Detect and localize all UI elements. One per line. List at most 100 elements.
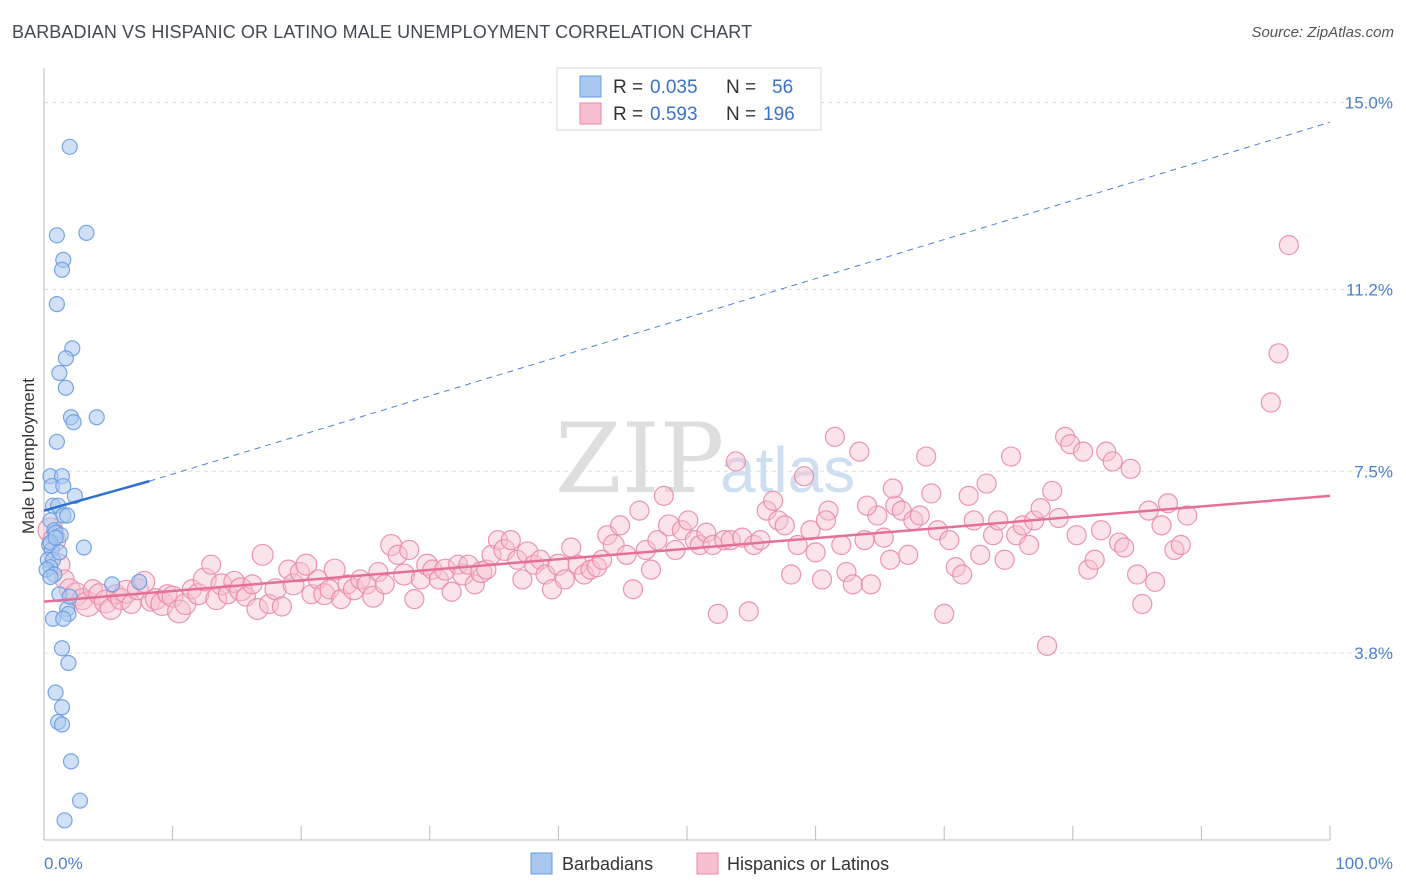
hispanics-point [934,603,955,624]
hispanics-point [1260,392,1281,413]
hispanics-point [500,530,521,551]
hispanics-point [1096,441,1117,462]
hispanics-point [629,500,650,521]
hispanics-point [994,549,1015,570]
barbadians-point [42,568,59,586]
gridlines [44,102,1392,654]
hispanics-point [696,522,717,543]
barbadians-point [55,610,72,627]
legend-n-label-2: N = [726,104,756,125]
barbadians-point [75,539,92,556]
hispanics-point [1030,498,1051,519]
barbadians-point [53,640,71,657]
hispanics-point [1114,537,1135,558]
hispanics-point [561,537,582,558]
barbadians-point [57,379,74,396]
hispanics-point [725,451,746,472]
barbadians-point [88,409,105,426]
hispanics-point [1170,534,1191,556]
hispanics-point [323,558,346,581]
hispanics-point [387,544,408,565]
x-tick-label-max: 100.0% [1335,854,1393,873]
bottom-legend-barbadians: Barbadians [562,854,653,874]
hispanics-point [1126,564,1148,585]
hispanics-point [1060,434,1081,455]
hispanics-point [939,530,960,551]
legend-swatch-hispanics [579,102,602,125]
hispanics-point [909,505,930,526]
hispanics-point [860,574,881,595]
hispanics-point [441,581,462,602]
hispanics-point [653,485,674,506]
hispanics-point [921,483,942,504]
barbadians-point [71,792,89,809]
hispanics-point [1036,635,1058,656]
hispanics-point [647,530,668,551]
hispanics-point [763,490,784,511]
hispanics-point [1120,458,1141,479]
barbadians-point [47,684,64,701]
hispanics-point [811,569,833,590]
y-tick-labels: 3.8% 7.5% 11.2% 15.0% [1345,94,1393,664]
barbadians-point [55,477,72,495]
hispanics-point [493,538,516,561]
hispanics-point [1145,571,1166,593]
hispanics-point [610,515,631,536]
hispanics-point [295,553,318,576]
y-tick-label: 15.0% [1345,94,1393,113]
chart-title: BARBADIAN VS HISPANIC OR LATINO MALE UNE… [12,22,753,42]
y-tick-label: 7.5% [1354,462,1393,481]
hispanics-point [750,530,771,551]
hispanics-point [201,554,222,575]
watermark-zip: ZIP [555,403,724,515]
hispanics-point [732,527,753,548]
hispanics-point [793,466,815,487]
hispanics-point [849,441,870,462]
hispanics-point [205,588,228,611]
hispanics-point [217,584,238,605]
legend-n-value-2: 196 [763,104,795,125]
hispanics-point [824,426,845,447]
hispanics-point [313,583,336,606]
hispanics-point [880,549,901,570]
hispanics-point [1078,559,1099,580]
hispanics-point [404,589,425,610]
legend-r-value-1: 0.035 [650,77,698,98]
x-tick-label-min: 0.0% [44,854,83,873]
hispanics-point [805,542,826,563]
barbadians-point [56,812,73,829]
barbadians-point [59,507,76,524]
bottom-legend-swatch-barbadians [530,852,553,875]
hispanics-point [898,544,919,565]
y-tick-label: 3.8% [1354,644,1393,663]
hispanics-point [1000,446,1022,467]
barbadians-point [65,414,82,431]
hispanics-point [1278,235,1299,256]
series-legend: Barbadians Hispanics or Latinos [530,852,889,875]
barbadians-point [57,350,74,367]
legend-r-label-2: R = [613,104,643,125]
hispanics-point [678,510,699,531]
legend-r-value-2: 0.593 [650,104,698,125]
hispanics-point [1090,520,1112,541]
hispanics-point [282,573,305,596]
hispanics-point [251,543,274,566]
hispanics-point [1151,515,1172,536]
barbadians-point [48,296,65,313]
source-credit: Source: ZipAtlas.com [1251,24,1394,41]
hispanics-point [988,510,1009,531]
legend-swatch-barbadians [579,75,602,98]
hispanics-point [246,597,269,620]
hispanics-point [464,574,485,595]
barbadians-trend-solid [43,479,150,512]
series-barbadians-points [38,138,148,829]
barbadians-point [51,364,68,382]
barbadians-point [78,224,95,241]
hispanics-point [856,495,878,516]
barbadians-point [48,433,65,450]
hispanics-point [393,563,416,586]
hispanics-point [836,561,857,583]
legend-n-value-1: 56 [772,77,793,98]
hispanics-point [167,599,192,624]
